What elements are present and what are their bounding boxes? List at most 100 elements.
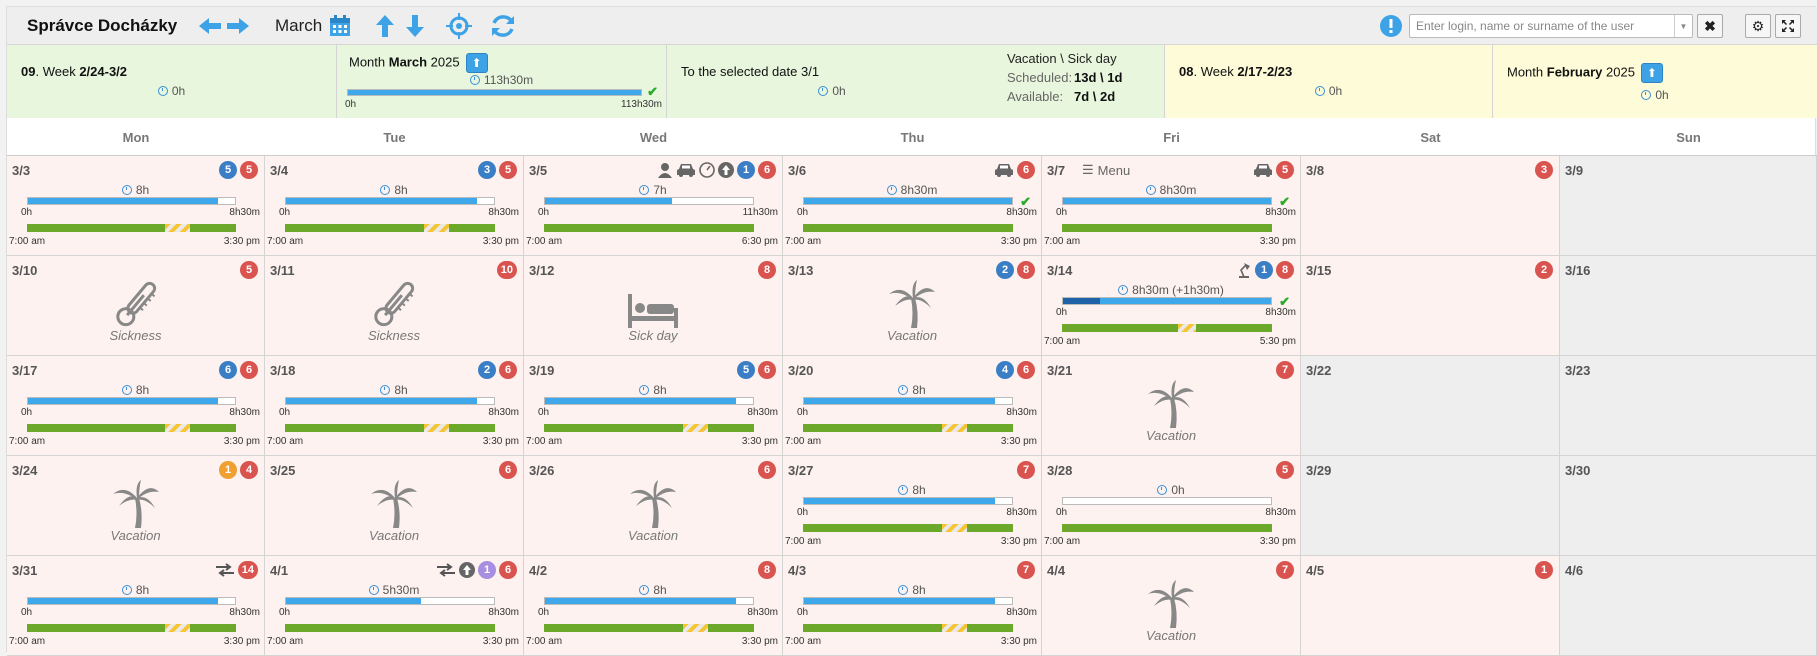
count-badge[interactable]: 1 [1255, 261, 1273, 279]
count-badge[interactable]: 6 [499, 461, 517, 479]
user-search-box[interactable]: ▼ [1409, 14, 1693, 38]
count-badge[interactable]: 3 [1535, 161, 1553, 179]
count-badge[interactable]: 7 [1276, 361, 1294, 379]
calendar-day-cell[interactable]: 3/7 ☰ Menu 5 8h30m ✔ 0h 8h30m 7:00 am 3:30 pm [1042, 156, 1301, 256]
calendar-day-cell[interactable]: 3/12 8 Sick day [524, 256, 783, 356]
user-icon[interactable] [657, 162, 673, 178]
calendar-day-cell[interactable]: 3/17 6 6 8h 0h 8h30m 7:00 am 3:30 pm [7, 356, 265, 456]
calendar-day-cell[interactable]: 3/18 2 6 8h 0h 8h30m 7:00 am 3:30 pm [265, 356, 524, 456]
count-badge[interactable]: 1 [1535, 561, 1553, 579]
count-badge[interactable]: 6 [758, 461, 776, 479]
calendar-day-cell[interactable]: 3/14 1 8 8h30m (+1h30m) ✔ 0h 8h30m 7:00 am 5:30 … [1042, 256, 1301, 356]
calendar-icon[interactable] [327, 13, 353, 39]
up-arrow-icon[interactable]: ⬆ [465, 53, 488, 73]
count-badge[interactable]: 6 [499, 361, 517, 379]
calendar-day-cell[interactable]: 3/6 6 8h30m ✔ 0h 8h30m 7:00 am 3:30 pm [783, 156, 1042, 256]
car-icon[interactable] [676, 163, 696, 177]
next-month-icon[interactable] [225, 13, 251, 39]
count-badge[interactable]: 2 [1535, 261, 1553, 279]
count-badge[interactable]: 5 [737, 361, 755, 379]
settings-button[interactable]: ⚙ [1745, 14, 1771, 38]
calendar-day-cell[interactable]: 3/20 4 6 8h 0h 8h30m 7:00 am 3:30 pm [783, 356, 1042, 456]
alert-icon[interactable] [1379, 13, 1403, 39]
count-badge[interactable]: 7 [1017, 561, 1035, 579]
calendar-day-cell[interactable]: 3/19 5 6 8h 0h 8h30m 7:00 am 3:30 pm [524, 356, 783, 456]
count-badge[interactable]: 2 [478, 361, 496, 379]
count-badge[interactable]: 6 [758, 361, 776, 379]
up-arrow-icon[interactable] [374, 13, 396, 39]
crosshair-icon[interactable] [445, 13, 473, 39]
calendar-day-cell[interactable]: 3/3 5 5 8h 0h 8h30m 7:00 am 3:30 pm [7, 156, 265, 256]
calendar-day-cell[interactable]: 3/28 5 0h 0h 8h30m 7:00 am 3:30 pm [1042, 456, 1301, 556]
calendar-day-cell[interactable]: 3/31 14 8h 0h 8h30m 7:00 am 3:30 pm [7, 556, 265, 656]
count-badge[interactable]: 14 [237, 561, 258, 579]
clear-search-button[interactable]: ✖ [1697, 14, 1723, 38]
menu-link[interactable]: ☰ Menu [1082, 162, 1130, 178]
car-icon[interactable] [994, 163, 1014, 177]
count-badge[interactable]: 4 [996, 361, 1014, 379]
calendar-day-cell[interactable]: 3/8 3 [1301, 156, 1560, 256]
calendar-day-cell[interactable]: 3/27 7 8h 0h 8h30m 7:00 am 3:30 pm [783, 456, 1042, 556]
calendar-day-cell[interactable]: 4/2 8 8h 0h 8h30m 7:00 am 3:30 pm [524, 556, 783, 656]
count-badge[interactable]: 10 [496, 261, 517, 279]
calendar-day-cell[interactable]: 4/5 1 [1301, 556, 1560, 656]
calendar-day-cell[interactable]: 3/13 2 8 Vacation [783, 256, 1042, 356]
previous-month-summary[interactable]: Month February 2025 ⬆ 0h [1493, 45, 1817, 118]
count-badge[interactable]: 2 [996, 261, 1014, 279]
count-badge[interactable]: 4 [240, 461, 258, 479]
count-badge[interactable]: 1 [219, 461, 237, 479]
count-badge[interactable]: 3 [478, 161, 496, 179]
calendar-day-cell[interactable]: 3/26 6 Vacation [524, 456, 783, 556]
count-badge[interactable]: 8 [1017, 261, 1035, 279]
count-badge[interactable]: 5 [499, 161, 517, 179]
fullscreen-button[interactable] [1775, 14, 1801, 38]
clock-icon[interactable] [699, 162, 715, 178]
count-badge[interactable]: 6 [240, 361, 258, 379]
car-icon[interactable] [1253, 163, 1273, 177]
swap-icon[interactable] [436, 563, 456, 577]
count-badge[interactable]: 6 [1017, 361, 1035, 379]
count-badge[interactable]: 7 [1276, 561, 1294, 579]
user-search-input[interactable] [1410, 15, 1674, 37]
up-arrow-icon[interactable]: ⬆ [1640, 63, 1663, 83]
calendar-day-cell[interactable]: 3/22 [1301, 356, 1560, 456]
current-week-summary[interactable]: 09. Week 2/24-3/2 0h [7, 45, 337, 118]
up-arrow-icon[interactable] [459, 562, 475, 578]
count-badge[interactable]: 8 [1276, 261, 1294, 279]
count-badge[interactable]: 5 [219, 161, 237, 179]
calendar-day-cell[interactable]: 4/3 7 8h 0h 8h30m 7:00 am 3:30 pm [783, 556, 1042, 656]
calendar-day-cell[interactable]: 3/10 5 Sickness [7, 256, 265, 356]
calendar-day-cell[interactable]: 3/25 6 Vacation [265, 456, 524, 556]
prev-month-icon[interactable] [197, 13, 223, 39]
count-badge[interactable]: 8 [758, 561, 776, 579]
down-arrow-icon[interactable] [404, 13, 426, 39]
previous-week-summary[interactable]: 08. Week 2/17-2/23 0h [1165, 45, 1493, 118]
count-badge[interactable]: 8 [758, 261, 776, 279]
lamp-icon[interactable] [1236, 262, 1252, 278]
calendar-day-cell[interactable]: 3/5 1 6 7h 0h 11h30m 7:00 am 6:30 pm [524, 156, 783, 256]
calendar-day-cell[interactable]: 3/23 [1560, 356, 1817, 456]
calendar-day-cell[interactable]: 3/21 7 Vacation [1042, 356, 1301, 456]
count-badge[interactable]: 5 [1276, 161, 1294, 179]
calendar-day-cell[interactable]: 4/1 1 6 5h30m 0h 8h30m 7:00 am 3:30 pm [265, 556, 524, 656]
chevron-down-icon[interactable]: ▼ [1674, 15, 1692, 37]
count-badge[interactable]: 6 [219, 361, 237, 379]
count-badge[interactable]: 5 [1276, 461, 1294, 479]
count-badge[interactable]: 6 [499, 561, 517, 579]
calendar-day-cell[interactable]: 3/15 2 [1301, 256, 1560, 356]
count-badge[interactable]: 6 [1017, 161, 1035, 179]
calendar-day-cell[interactable]: 3/30 [1560, 456, 1817, 556]
count-badge[interactable]: 5 [240, 161, 258, 179]
count-badge[interactable]: 1 [478, 561, 496, 579]
current-month-summary[interactable]: Month March 2025 ⬆ 113h30m ✔ 0h 113h30m [337, 45, 667, 118]
calendar-day-cell[interactable]: 4/6 [1560, 556, 1817, 656]
calendar-day-cell[interactable]: 3/9 [1560, 156, 1817, 256]
count-badge[interactable]: 5 [240, 261, 258, 279]
calendar-day-cell[interactable]: 3/24 1 4 Vacation [7, 456, 265, 556]
calendar-day-cell[interactable]: 3/11 10 Sickness [265, 256, 524, 356]
count-badge[interactable]: 1 [737, 161, 755, 179]
month-label[interactable]: March [275, 16, 323, 35]
up-arrow-icon[interactable] [718, 162, 734, 178]
calendar-day-cell[interactable]: 3/29 [1301, 456, 1560, 556]
swap-icon[interactable] [215, 563, 235, 577]
